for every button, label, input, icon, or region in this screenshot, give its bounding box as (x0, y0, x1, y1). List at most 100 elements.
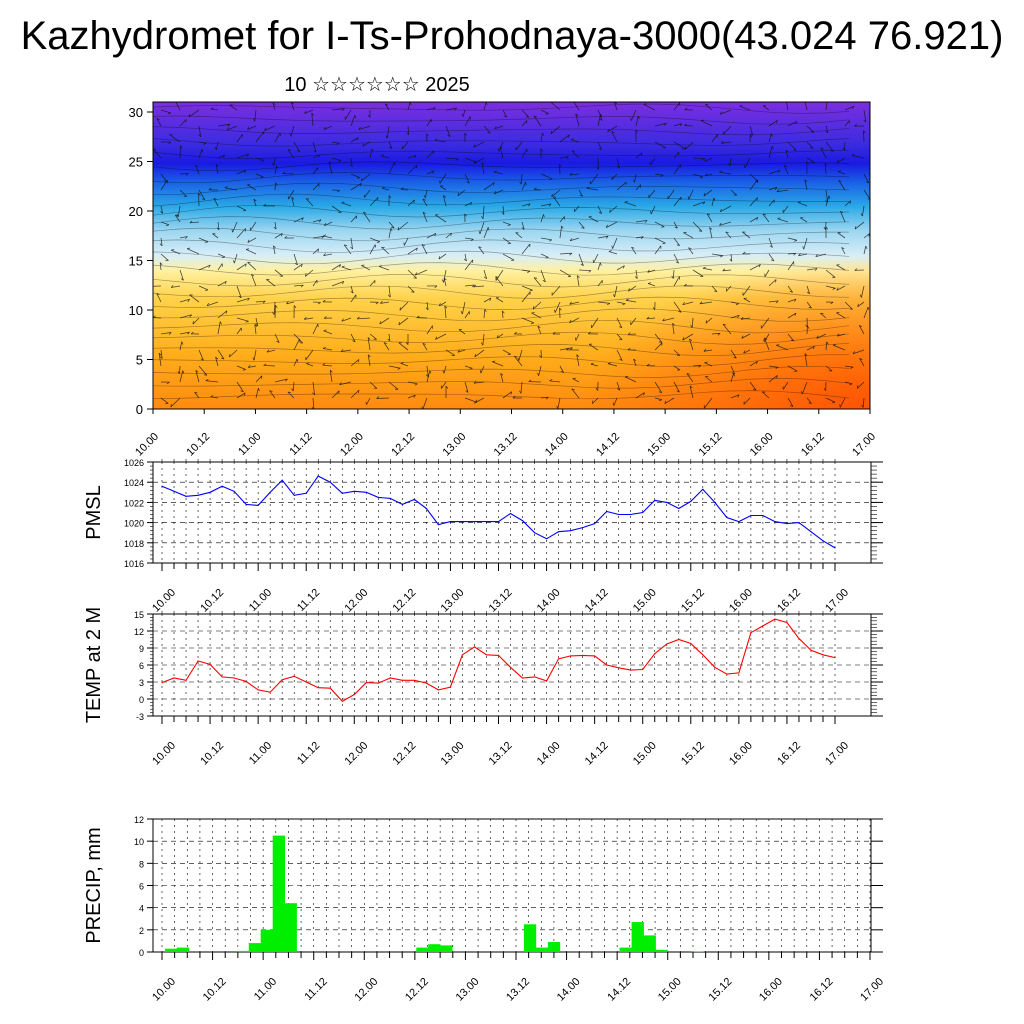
x-tick-label: 10.00 (150, 587, 178, 615)
y-tick-label: 2 (139, 926, 144, 936)
x-tick-label: 11.00 (247, 740, 274, 767)
data-point (618, 513, 620, 516)
data-point (570, 530, 572, 532)
heatmap-y-tick-label: 5 (136, 353, 143, 368)
x-tick-label: 16.00 (727, 587, 755, 615)
data-point (642, 511, 644, 514)
pmsl-panel-frame (152, 461, 872, 564)
data-point (786, 621, 788, 624)
heatmap-y-tick-label: 15 (129, 254, 143, 269)
data-point (630, 669, 632, 671)
precip-panel: 0 2 4 6 8 10 12 10.00 10.12 11.00 11.12 12.00 12.12 1… (83, 815, 886, 1004)
data-point (485, 521, 488, 523)
data-point (738, 672, 740, 674)
heatmap-x-tick-label: 14.00 (543, 431, 571, 459)
x-tick-label: 13.00 (439, 740, 467, 768)
y-tick-label: 15 (134, 610, 144, 620)
data-point (774, 618, 776, 620)
data-point (305, 681, 307, 683)
x-tick-label: 13.12 (504, 976, 532, 1004)
data-point (534, 532, 536, 534)
data-point (690, 500, 692, 502)
x-tick-label: 14.12 (583, 740, 611, 768)
data-point (461, 521, 463, 523)
data-point (546, 680, 548, 682)
pmsl-panel: 1016 1018 1020 1022 1024 1026 10.00 10.12 11.00 1… (83, 458, 883, 615)
x-tick-label: 13.00 (439, 587, 467, 615)
data-point (413, 498, 415, 500)
data-point (774, 521, 776, 523)
x-tick-label: 11.00 (252, 976, 279, 1003)
data-point (485, 654, 488, 656)
heatmap-panel: 0 5 10 15 20 25 30 10.00 10.12 11.00 11.12 12.00 12.… (129, 101, 878, 459)
data-point (245, 680, 247, 683)
data-point (618, 667, 620, 669)
x-tick-label: 15.12 (706, 976, 734, 1004)
data-point (654, 653, 656, 655)
data-point (257, 504, 259, 506)
data-point (714, 501, 716, 503)
data-point (257, 689, 259, 691)
x-tick-label: 13.12 (487, 740, 515, 768)
y-tick-label: 10 (134, 837, 144, 847)
data-point (810, 649, 812, 651)
data-point (834, 547, 836, 549)
data-point (558, 531, 560, 533)
data-point (317, 687, 319, 689)
precip-bar (248, 943, 262, 952)
data-point (750, 514, 752, 517)
data-point (401, 679, 403, 681)
data-point (377, 496, 379, 498)
precip-bar (236, 950, 250, 952)
data-point (197, 494, 199, 496)
data-point (714, 666, 716, 668)
data-point (209, 663, 211, 666)
temp-panel-frame (152, 613, 872, 717)
heatmap-x-tick-label: 12.00 (338, 431, 366, 459)
data-point (798, 637, 800, 640)
x-tick-label: 16.00 (727, 740, 755, 768)
data-point (497, 521, 500, 523)
y-axis-label: TEMP at 2 M (83, 607, 105, 723)
data-point (630, 513, 632, 516)
precip-bar (547, 942, 561, 952)
y-tick-label: 0 (139, 948, 144, 958)
data-point (606, 664, 608, 666)
precip-bar (691, 951, 704, 952)
data-point (810, 531, 812, 533)
data-point (293, 494, 295, 496)
x-tick-label: 11.00 (247, 587, 274, 614)
data-point (377, 682, 379, 684)
x-tick-label: 17.00 (823, 587, 851, 615)
x-tick-label: 10.12 (201, 976, 229, 1004)
heatmap-x-tick-label: 14.12 (594, 431, 622, 459)
data-point (750, 632, 752, 634)
x-tick-label: 12.00 (342, 587, 370, 615)
data-point (185, 495, 187, 497)
data-point (269, 491, 271, 493)
x-tick-label: 14.12 (605, 976, 633, 1004)
precip-bar (177, 947, 190, 952)
heatmap-x-tick-label: 15.12 (697, 431, 725, 459)
y-axis-label: PRECIP, mm (83, 827, 105, 943)
data-point (834, 657, 836, 659)
data-point (389, 677, 391, 679)
data-point (437, 524, 439, 526)
x-tick-label: 17.00 (823, 740, 851, 768)
data-point (738, 521, 740, 523)
y-tick-label: 6 (139, 661, 144, 671)
data-point (197, 660, 199, 662)
heatmap-x-tick-label: 15.00 (645, 431, 673, 459)
data-point (449, 521, 451, 523)
data-point (582, 654, 584, 657)
data-line (161, 618, 836, 702)
data-point (678, 507, 680, 510)
x-tick-label: 13.12 (487, 587, 515, 615)
data-point (305, 492, 307, 494)
precip-bar (631, 922, 644, 952)
precip-bar (416, 947, 429, 952)
precip-bar (284, 903, 297, 952)
wind-vectors (153, 102, 870, 409)
data-point (161, 682, 163, 684)
data-point (233, 490, 235, 492)
